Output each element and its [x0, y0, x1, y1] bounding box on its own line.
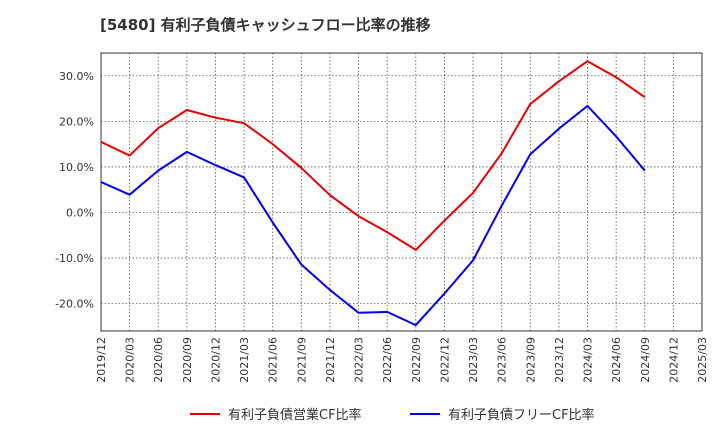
y-tick-label: -20.0% — [55, 298, 94, 311]
x-tick-label: 2020/03 — [124, 337, 137, 383]
x-tick-label: 2020/09 — [181, 337, 194, 383]
x-tick-label: 2021/03 — [238, 337, 251, 383]
y-tick-label: 0.0% — [66, 207, 94, 220]
x-tick-label: 2022/06 — [381, 337, 394, 383]
x-tick-label: 2021/06 — [267, 337, 280, 383]
x-tick-label: 2024/09 — [639, 337, 652, 383]
series-line-1 — [100, 60, 646, 251]
x-tick-label: 2022/09 — [410, 337, 423, 383]
x-axis-ticks: 2019/12 2020/03 2020/06 2020/09 2020/12 2021/… — [95, 337, 709, 383]
legend-label: 有利子負債フリーCF比率 — [448, 407, 595, 423]
x-tick-label: 2023/06 — [496, 337, 509, 383]
x-tick-label: 2020/06 — [152, 337, 165, 383]
plot-area — [100, 52, 703, 332]
x-tick-label: 2023/12 — [553, 337, 566, 383]
chart-title: [5480] 有利子負債キャッシュフロー比率の推移 — [100, 16, 431, 34]
x-tick-label: 2022/03 — [353, 337, 366, 383]
x-tick-label: 2021/12 — [324, 337, 337, 383]
x-tick-label: 2022/12 — [438, 337, 451, 383]
x-tick-label: 2021/09 — [295, 337, 308, 383]
y-tick-label: 10.0% — [59, 161, 94, 174]
grid-lines — [101, 53, 702, 331]
x-tick-label: 2019/12 — [95, 337, 108, 383]
x-tick-label: 2023/09 — [524, 337, 537, 383]
legend-label: 有利子負債営業CF比率 — [228, 407, 362, 423]
y-tick-label: 20.0% — [59, 115, 94, 128]
x-tick-label: 2024/03 — [582, 337, 595, 383]
x-tick-label: 2025/03 — [696, 337, 709, 383]
y-tick-label: -10.0% — [55, 252, 94, 265]
series-lines — [100, 60, 646, 327]
legend: 有利子負債営業CF比率 有利子負債フリーCF比率 — [190, 407, 595, 423]
x-tick-label: 2020/12 — [209, 337, 222, 383]
y-axis-ticks: 30.0% 20.0% 10.0% 0.0% -10.0% -20.0% — [55, 70, 94, 311]
series-line-2 — [100, 104, 646, 327]
x-tick-label: 2024/12 — [667, 337, 680, 383]
x-tick-label: 2023/03 — [467, 337, 480, 383]
y-tick-label: 30.0% — [59, 70, 94, 83]
x-tick-label: 2024/06 — [610, 337, 623, 383]
